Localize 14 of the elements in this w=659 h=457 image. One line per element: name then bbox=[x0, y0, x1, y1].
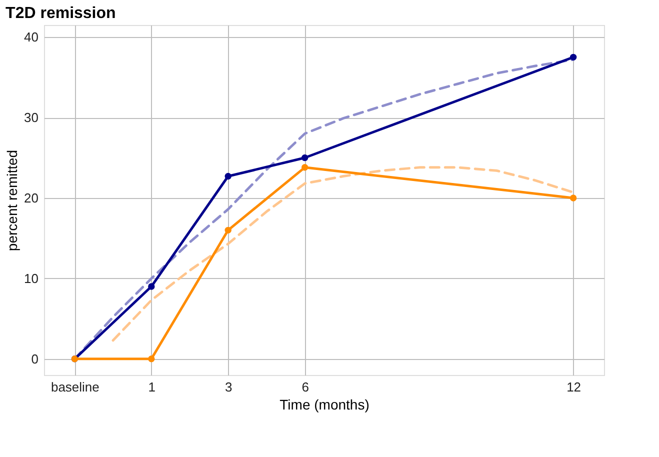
line-series bbox=[112, 166, 575, 342]
x-axis-title: Time (months) bbox=[280, 396, 370, 412]
x-tick-label: 12 bbox=[566, 380, 582, 394]
y-axis-title: percent remitted bbox=[4, 150, 20, 252]
x-tick-label: 1 bbox=[148, 380, 156, 394]
x-tick-label: baseline bbox=[50, 380, 100, 394]
y-tick-label: 20 bbox=[24, 190, 38, 206]
y-tick-label: 0 bbox=[31, 351, 38, 366]
chart-title: T2D remission bbox=[6, 5, 116, 22]
x-tick-label: 6 bbox=[302, 380, 309, 394]
y-tick-label: 40 bbox=[24, 30, 38, 45]
x-tick-label: 3 bbox=[224, 380, 232, 394]
y-tick-label: 30 bbox=[24, 110, 38, 126]
y-tick-label: 10 bbox=[24, 270, 38, 286]
